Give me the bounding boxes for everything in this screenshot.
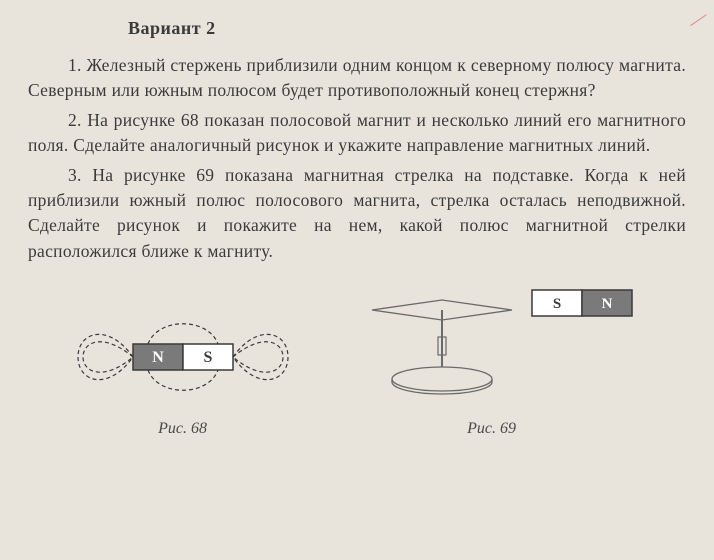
fig69-s-label: S [552,296,560,312]
fig68-n-label: N [152,349,164,366]
question-2: 2. На рисунке 68 показан полосовой магни… [28,108,686,159]
fig68-caption: Рис. 68 [158,420,207,438]
fig69-n-label: N [601,296,612,312]
figure-69-svg: S N [342,282,642,412]
figure-68-block: N S Рис. 68 [73,302,293,438]
fig68-s-label: S [203,349,212,366]
variant-title: Вариант 2 [128,18,686,39]
question-3: 3. На рисунке 69 показана магнитная стре… [28,163,686,265]
page-mark: ⁄ [691,8,704,35]
fig69-caption: Рис. 69 [467,420,516,438]
figure-69-block: S N Рис. 69 [342,282,642,438]
figures-container: N S Рис. 68 S N Рис. 69 [28,282,686,438]
compass-base-top [392,367,492,391]
question-1: 1. Железный стержень приблизили одним ко… [28,53,686,104]
figure-68-svg: N S [73,302,293,412]
